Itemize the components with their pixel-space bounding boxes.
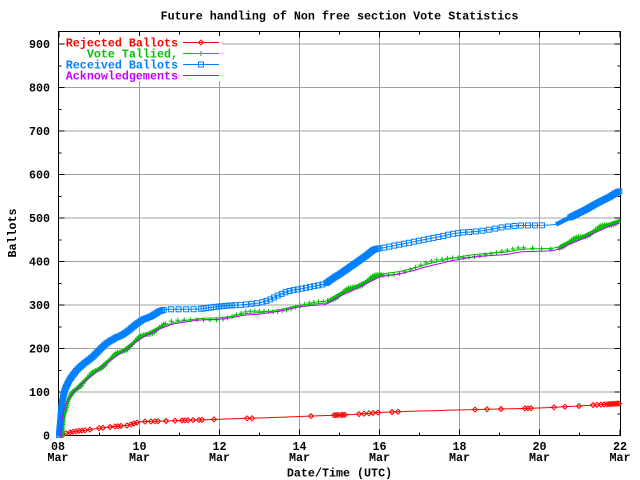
svg-text:500: 500 [29,212,50,226]
svg-text:Acknowledgements: Acknowledgements [66,70,178,84]
svg-text:700: 700 [29,125,50,139]
svg-text:08: 08 [51,440,65,454]
svg-text:Mar: Mar [129,451,150,465]
svg-text:0: 0 [43,430,50,444]
svg-text:Future handling of Non free se: Future handling of Non free section Vote… [161,10,519,24]
svg-text:Mar: Mar [289,451,310,465]
svg-text:12: 12 [212,440,226,454]
svg-text:Mar: Mar [529,451,550,465]
svg-text:Mar: Mar [609,451,630,465]
svg-text:600: 600 [29,169,50,183]
svg-text:200: 200 [29,343,50,357]
svg-text:Date/Time (UTC): Date/Time (UTC) [287,467,392,480]
svg-text:Mar: Mar [449,451,470,465]
svg-text:Rejected Ballots: Rejected Ballots [66,37,178,51]
svg-text:Mar: Mar [209,451,230,465]
svg-text:18: 18 [452,440,466,454]
svg-text:10: 10 [132,440,146,454]
svg-text:400: 400 [29,256,50,270]
svg-text:Vote Tallied,: Vote Tallied, [87,48,178,62]
svg-text:16: 16 [372,440,386,454]
svg-text:Mar: Mar [369,451,390,465]
svg-text:300: 300 [29,299,50,313]
svg-text:800: 800 [29,82,50,96]
svg-text:22: 22 [613,440,627,454]
svg-text:900: 900 [29,38,50,52]
svg-text:20: 20 [532,440,546,454]
svg-text:Received Ballots: Received Ballots [66,59,178,73]
svg-text:Ballots: Ballots [6,208,20,257]
svg-text:100: 100 [29,386,50,400]
svg-text:Mar: Mar [47,451,68,465]
svg-text:14: 14 [292,440,306,454]
